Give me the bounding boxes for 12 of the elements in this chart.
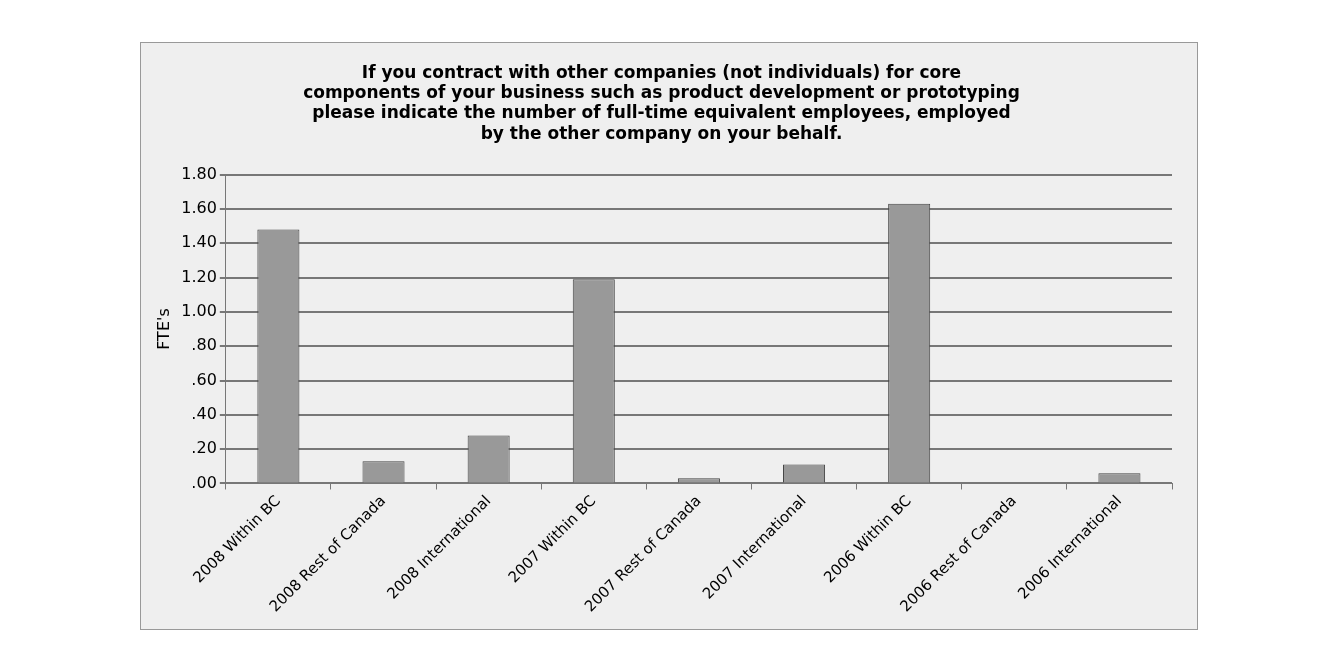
y-tick-label: 1.60 (181, 198, 217, 218)
y-tick-label: .60 (191, 369, 217, 389)
y-tick-label: 1.20 (181, 266, 217, 286)
y-tick-label: .00 (191, 472, 217, 492)
y-tick-label: .80 (191, 335, 217, 355)
y-axis-title: FTE's (153, 308, 173, 350)
y-tick-label: 1.40 (181, 232, 217, 252)
chart-title: If you contract with other companies (not individuals) for core components of your business such as product development or prototyping please indicate the number of full-time equivalent employees, employed by the other company on your behalf. (303, 61, 1020, 143)
y-tick-label: 1.80 (181, 163, 217, 183)
y-tick-label: 1.00 (181, 301, 217, 321)
y-tick-label: .20 (191, 438, 217, 458)
y-tick-label: .40 (191, 403, 217, 423)
